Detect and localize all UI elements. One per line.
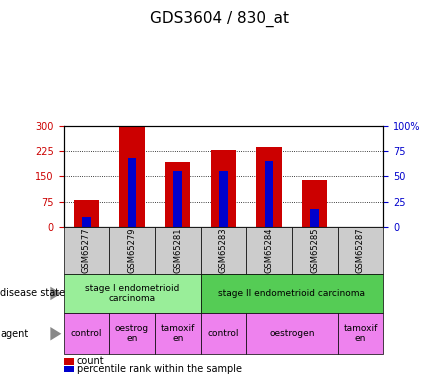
Bar bbox=[211, 150, 236, 227]
Text: GSM65283: GSM65283 bbox=[219, 228, 228, 273]
Bar bbox=[219, 171, 228, 227]
Bar bbox=[165, 162, 190, 227]
Text: oestrogen: oestrogen bbox=[269, 329, 314, 338]
Bar bbox=[82, 217, 91, 227]
Text: tamoxif
en: tamoxif en bbox=[160, 324, 195, 344]
Bar bbox=[127, 158, 136, 227]
Text: GSM65279: GSM65279 bbox=[127, 228, 137, 273]
Text: GDS3604 / 830_at: GDS3604 / 830_at bbox=[149, 11, 289, 27]
Bar bbox=[173, 171, 182, 227]
Text: agent: agent bbox=[0, 329, 28, 339]
Text: count: count bbox=[77, 357, 104, 366]
Text: percentile rank within the sample: percentile rank within the sample bbox=[77, 364, 242, 374]
Text: GSM65285: GSM65285 bbox=[310, 228, 319, 273]
Bar bbox=[311, 209, 319, 227]
Text: control: control bbox=[208, 329, 239, 338]
Text: oestrog
en: oestrog en bbox=[115, 324, 149, 344]
Bar bbox=[257, 147, 282, 227]
Text: stage II endometrioid carcinoma: stage II endometrioid carcinoma bbox=[219, 289, 365, 298]
Text: GSM65287: GSM65287 bbox=[356, 228, 365, 273]
Bar bbox=[74, 200, 99, 227]
Bar bbox=[302, 180, 327, 227]
Bar bbox=[120, 126, 145, 227]
Text: GSM65284: GSM65284 bbox=[265, 228, 274, 273]
Text: stage I endometrioid
carcinoma: stage I endometrioid carcinoma bbox=[85, 284, 179, 303]
Bar bbox=[265, 161, 273, 227]
Text: GSM65281: GSM65281 bbox=[173, 228, 182, 273]
Text: control: control bbox=[71, 329, 102, 338]
Text: tamoxif
en: tamoxif en bbox=[343, 324, 378, 344]
Text: GSM65277: GSM65277 bbox=[82, 228, 91, 273]
Text: disease state: disease state bbox=[0, 288, 65, 298]
